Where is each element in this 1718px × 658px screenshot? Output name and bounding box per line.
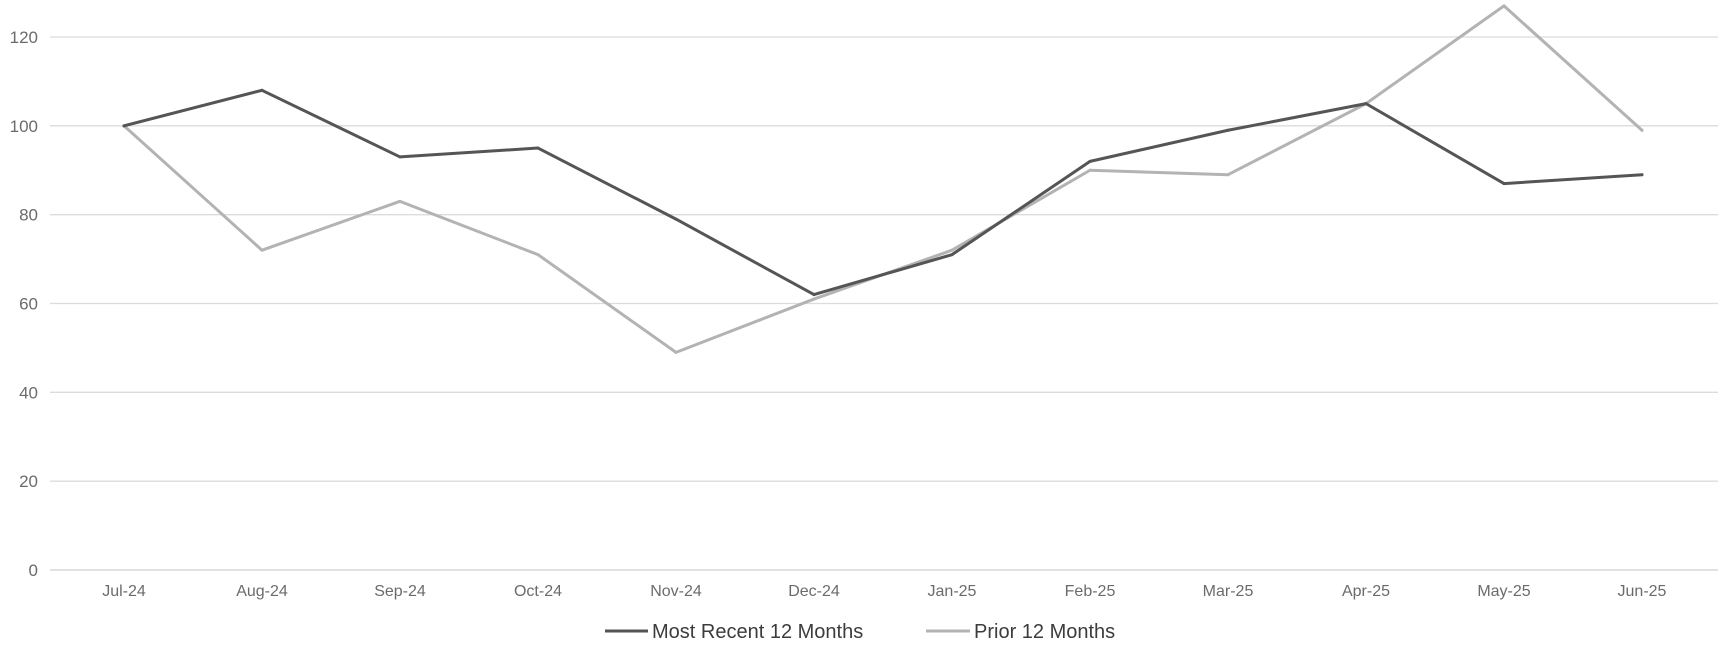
- y-tick-label: 20: [19, 472, 38, 491]
- x-tick-label: Jul-24: [102, 583, 146, 600]
- x-tick-label: Apr-25: [1342, 583, 1390, 600]
- series-lines: [122, 4, 1644, 354]
- y-tick-label: 40: [19, 383, 38, 402]
- x-tick-label: Mar-25: [1203, 583, 1254, 600]
- x-tick-label: Jun-25: [1618, 583, 1667, 600]
- x-axis-ticks: Jul-24 Aug-24 Sep-24 Oct-24 Nov-24 Dec-24 Jan-…: [102, 583, 1666, 600]
- y-tick-label: 120: [10, 28, 38, 47]
- y-axis-ticks: 0 20 40 60 80 100 120: [10, 28, 38, 580]
- y-tick-label: 80: [19, 206, 38, 225]
- data-point: [950, 253, 954, 257]
- data-point: [674, 350, 678, 354]
- x-tick-label: Jan-25: [928, 583, 977, 600]
- data-point: [1088, 168, 1092, 172]
- legend: Most Recent 12 Months Prior 12 Months: [605, 621, 1115, 643]
- data-point: [1502, 4, 1506, 8]
- data-point: [260, 248, 264, 252]
- data-point: [260, 88, 264, 92]
- data-point: [1640, 173, 1644, 177]
- x-tick-label: Dec-24: [788, 583, 840, 600]
- y-tick-label: 0: [29, 561, 38, 580]
- x-tick-label: May-25: [1477, 583, 1530, 600]
- data-point: [1226, 128, 1230, 132]
- data-point: [536, 146, 540, 150]
- x-tick-label: Sep-24: [374, 583, 426, 600]
- x-tick-label: Nov-24: [650, 583, 702, 600]
- data-point: [812, 297, 816, 301]
- data-point: [398, 199, 402, 203]
- data-point: [1088, 159, 1092, 163]
- data-point: [674, 217, 678, 221]
- data-point: [398, 155, 402, 159]
- gridlines: [50, 36, 1718, 571]
- legend-label-most-recent: Most Recent 12 Months: [652, 621, 863, 643]
- data-point: [122, 124, 126, 128]
- data-point: [1502, 182, 1506, 186]
- series-line-prior: [122, 4, 1644, 354]
- x-tick-label: Feb-25: [1065, 583, 1116, 600]
- y-tick-label: 60: [19, 295, 38, 314]
- data-point: [536, 253, 540, 257]
- data-point: [1364, 102, 1368, 106]
- series-line-most-recent: [122, 88, 1644, 297]
- data-point: [1640, 128, 1644, 132]
- y-tick-label: 100: [10, 117, 38, 136]
- data-point: [812, 293, 816, 297]
- legend-label-prior: Prior 12 Months: [974, 621, 1115, 643]
- data-point: [1226, 173, 1230, 177]
- x-tick-label: Oct-24: [514, 583, 562, 600]
- data-point: [950, 248, 954, 252]
- x-tick-label: Aug-24: [236, 583, 288, 600]
